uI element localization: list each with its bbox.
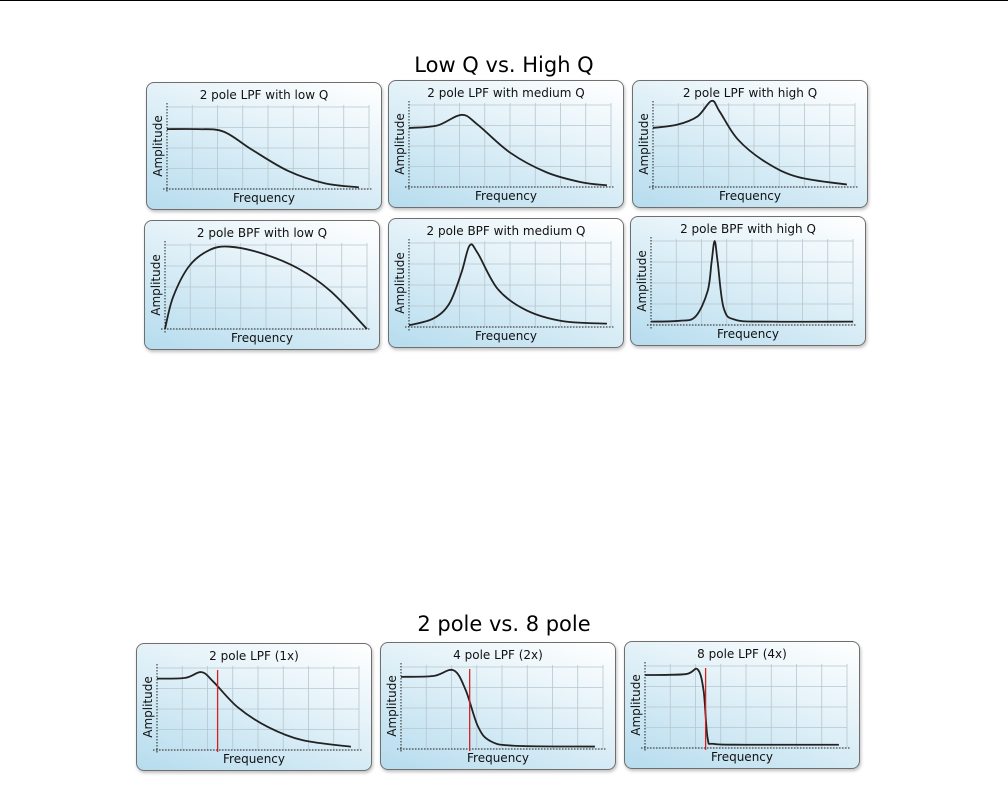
panel-title: 2 pole BPF with high Q (680, 222, 816, 236)
y-axis-label: Amplitude (635, 250, 649, 312)
panel-title: 2 pole BPF with low Q (196, 226, 328, 240)
panel-lpf-2-pole: 2 pole LPF (1x) Amplitude Frequency (136, 643, 372, 771)
x-axis-label: Frequency (223, 752, 285, 766)
panel-bpf-low-q: 2 pole BPF with low Q Amplitude Frequenc… (144, 220, 380, 350)
x-axis-label: Frequency (475, 329, 537, 343)
panel-lpf-4-pole: 4 pole LPF (2x) Amplitude Frequency (380, 642, 616, 770)
response-curve (156, 671, 352, 748)
y-axis-label: Amplitude (385, 675, 399, 737)
response-curve (164, 245, 368, 330)
x-axis-label: Frequency (475, 189, 537, 203)
panel-graph (163, 103, 373, 193)
y-axis-label: Amplitude (141, 676, 155, 738)
response-curve (166, 128, 360, 189)
response-curve (650, 240, 854, 323)
panel-title: 2 pole LPF (1x) (209, 649, 299, 663)
panel-title: 2 pole BPF with medium Q (426, 224, 586, 238)
response-curve (652, 99, 848, 186)
y-axis-label: Amplitude (149, 254, 163, 316)
panel-graph (647, 237, 857, 329)
panel-graph (405, 239, 615, 331)
x-axis-label: Frequency (717, 327, 779, 341)
panel-graph (641, 662, 851, 752)
y-axis-label: Amplitude (151, 115, 165, 177)
panel-title: 2 pole LPF with low Q (199, 88, 329, 102)
y-axis-label: Amplitude (393, 113, 407, 175)
panel-bpf-medium-q: 2 pole BPF with medium Q Amplitude Frequ… (388, 218, 624, 348)
y-axis-label: Amplitude (629, 674, 643, 736)
panel-graph (397, 663, 607, 753)
panel-graph (405, 101, 615, 191)
panel-graph (161, 241, 371, 333)
panel-lpf-medium-q: 2 pole LPF with medium Q Amplitude Frequ… (388, 80, 624, 208)
panel-lpf-8-pole: 8 pole LPF (4x) Amplitude Frequency (624, 641, 860, 769)
y-axis-label: Amplitude (393, 252, 407, 314)
x-axis-label: Frequency (719, 189, 781, 203)
x-axis-label: Frequency (467, 751, 529, 765)
response-curve (400, 668, 595, 748)
top-border-line (0, 0, 1008, 1)
y-axis-label: Amplitude (637, 113, 651, 175)
panel-graph (649, 99, 859, 191)
panel-title: 2 pole LPF with medium Q (427, 86, 585, 100)
panel-lpf-low-q: 2 pole LPF with low Q Amplitude Frequenc… (146, 82, 382, 210)
section-title-q: Low Q vs. High Q (414, 53, 594, 77)
section-title-poles: 2 pole vs. 8 pole (417, 612, 591, 636)
panel-graph (153, 664, 363, 754)
x-axis-label: Frequency (711, 750, 773, 764)
x-axis-label: Frequency (233, 191, 295, 205)
response-curve (408, 243, 608, 327)
x-axis-label: Frequency (231, 331, 293, 345)
panel-title: 2 pole LPF with high Q (682, 86, 818, 100)
panel-title: 4 pole LPF (2x) (453, 648, 543, 662)
panel-bpf-high-q: 2 pole BPF with high Q Amplitude Frequen… (630, 216, 866, 346)
panel-lpf-high-q: 2 pole LPF with high Q Amplitude Frequen… (632, 80, 868, 208)
response-curve (408, 113, 608, 187)
panel-title: 8 pole LPF (4x) (697, 647, 787, 661)
